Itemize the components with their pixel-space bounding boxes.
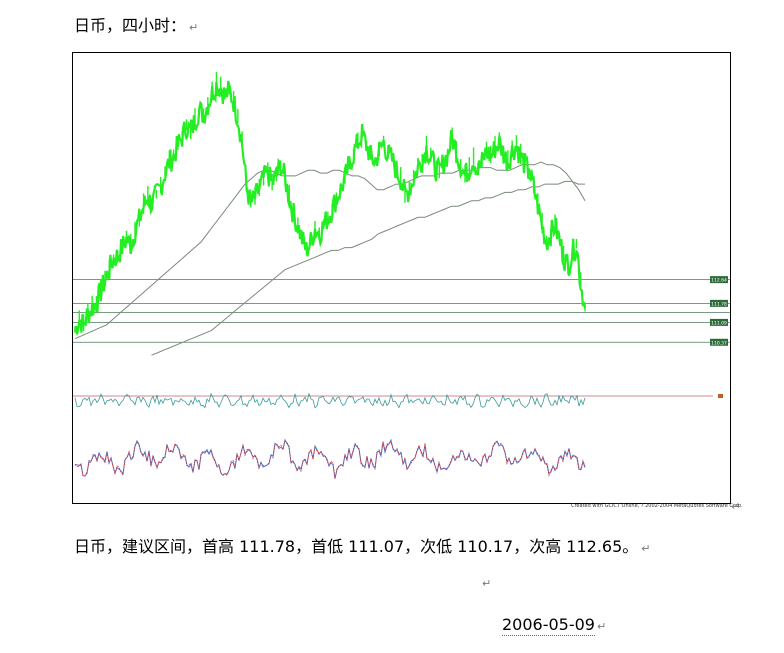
paragraph-mark-icon: ↵ — [731, 500, 741, 513]
level-label-box — [710, 338, 728, 346]
level-label: 112.64 — [711, 278, 727, 284]
chart-svg: 112.64 111.78 111.09 110.37 — [73, 71, 730, 479]
price-line — [73, 80, 587, 335]
level-label: 111.09 — [711, 320, 727, 326]
price-panel: 112.64 111.78 111.09 110.37 — [73, 71, 730, 356]
oscillator-marker — [718, 394, 723, 398]
paragraph-mark-icon: ↵ — [641, 542, 651, 555]
oscillator-line — [74, 392, 586, 409]
stochastic-main-line — [75, 438, 586, 479]
moving-average-line — [151, 180, 585, 356]
summary-line: 日币，建议区间，首高 111.78，首低 111.07，次低 110.17，次高… — [74, 537, 639, 556]
summary-text: 日币，建议区间，首高 111.78，首低 111.07，次低 110.17，次高… — [74, 533, 651, 557]
level-label: 110.37 — [711, 340, 727, 346]
moving-average-line — [74, 161, 586, 340]
paragraph-mark-icon: ↵ — [189, 21, 199, 34]
stochastic-panel — [74, 438, 586, 479]
date-text: 2006-05-09 — [502, 615, 595, 636]
stochastic-signal-line — [74, 439, 586, 479]
level-label-box — [710, 299, 728, 307]
forex-chart: 112.64 111.78 111.09 110.37 — [72, 52, 731, 504]
paragraph-mark-icon: ↵ — [597, 620, 607, 633]
paragraph-mark-icon: ↵ — [482, 577, 492, 590]
chart-credit: Created with GCICT Online, ? 2002-2004 M… — [571, 503, 743, 509]
oscillator-panel — [73, 392, 723, 409]
level-label-box — [710, 318, 728, 326]
heading-text: 日币，四小时： — [74, 16, 187, 35]
level-label: 111.78 — [711, 301, 727, 307]
level-label-box — [710, 276, 728, 284]
heading: 日币，四小时： ↵ — [74, 12, 198, 36]
